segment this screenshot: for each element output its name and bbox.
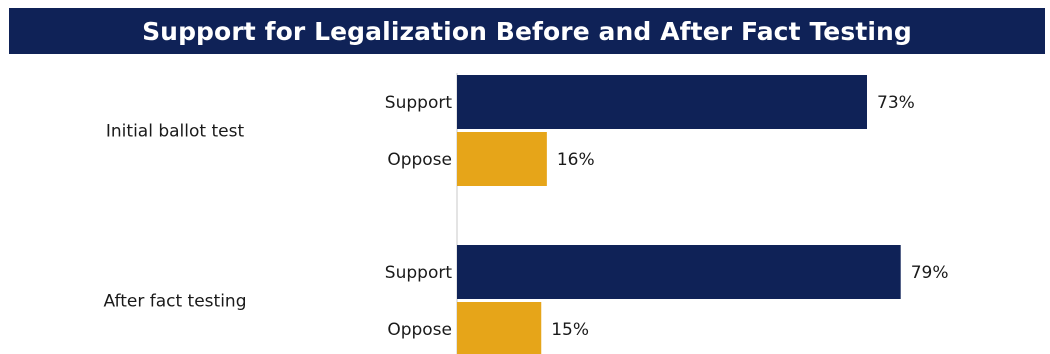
bar-oppose	[457, 302, 542, 354]
chart-title: Support for Legalization Before and Afte…	[142, 16, 912, 46]
category-label: Support	[385, 263, 453, 283]
bar-oppose	[457, 132, 547, 186]
category-label: Oppose	[387, 150, 452, 170]
value-label: 15%	[551, 320, 589, 340]
chart-title-bar: Support for Legalization Before and Afte…	[9, 8, 1045, 54]
value-label: 16%	[557, 150, 595, 170]
group-label: After fact testing	[104, 292, 247, 312]
bar-support	[457, 75, 867, 129]
bar-support	[457, 245, 901, 299]
category-label: Support	[385, 93, 453, 113]
category-label: Oppose	[387, 320, 452, 340]
value-label: 79%	[911, 263, 949, 283]
group-label: Initial ballot test	[106, 122, 245, 142]
value-label: 73%	[877, 93, 915, 113]
